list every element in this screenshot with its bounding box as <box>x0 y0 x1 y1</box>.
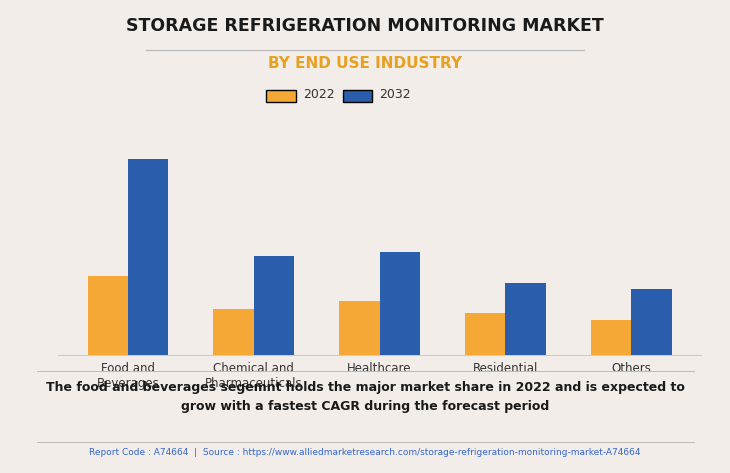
Bar <box>339 301 380 355</box>
Bar <box>631 289 672 355</box>
Text: BY END USE INDUSTRY: BY END USE INDUSTRY <box>268 56 462 71</box>
Text: 2032: 2032 <box>380 88 411 101</box>
Bar <box>465 314 505 355</box>
Bar <box>254 256 294 355</box>
Bar <box>591 320 631 355</box>
Bar <box>505 282 546 355</box>
Bar <box>128 158 168 355</box>
Text: The food and beverages segemnt holds the major market share in 2022 and is expec: The food and beverages segemnt holds the… <box>45 381 685 413</box>
Text: STORAGE REFRIGERATION MONITORING MARKET: STORAGE REFRIGERATION MONITORING MARKET <box>126 17 604 35</box>
Text: 2022: 2022 <box>303 88 334 101</box>
Bar <box>380 252 420 355</box>
Bar <box>213 309 254 355</box>
Bar <box>88 276 128 355</box>
Text: Report Code : A74664  |  Source : https://www.alliedmarketresearch.com/storage-r: Report Code : A74664 | Source : https://… <box>89 448 641 457</box>
